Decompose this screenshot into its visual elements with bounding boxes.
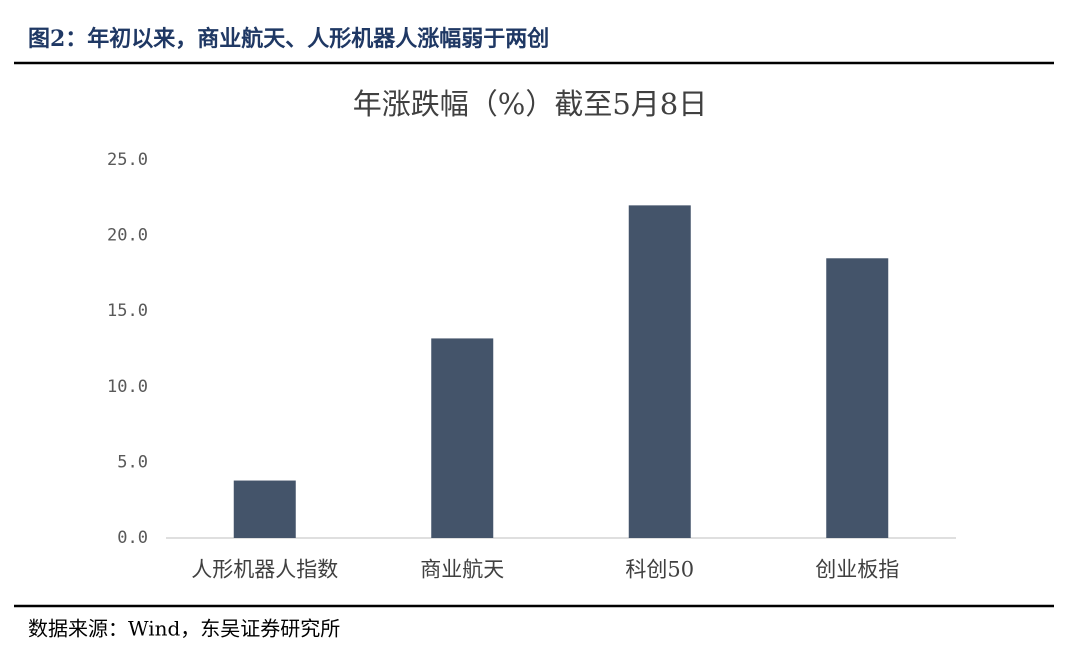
y-tick-label: 0.0 [117, 528, 148, 548]
x-tick-label: 科创50 [625, 558, 694, 582]
bar [233, 480, 296, 538]
y-tick-label: 10.0 [107, 377, 148, 397]
chart-title: 年涨跌幅（%）截至5月8日 [353, 87, 707, 121]
y-tick-label: 5.0 [117, 452, 148, 472]
bar [628, 205, 691, 539]
y-tick-label: 25.0 [107, 150, 148, 170]
figure-caption: 图2：年初以来，商业航天、人形机器人涨幅弱于两创 [28, 26, 549, 52]
y-tick-label: 15.0 [107, 301, 148, 321]
bar [431, 338, 494, 538]
y-tick-label: 20.0 [107, 226, 148, 246]
bar [826, 258, 889, 538]
x-tick-label: 人形机器人指数 [191, 558, 338, 582]
x-tick-label: 创业板指 [815, 558, 899, 582]
source-note: 数据来源：Wind，东吴证券研究所 [28, 617, 340, 641]
x-tick-label: 商业航天 [420, 558, 504, 582]
